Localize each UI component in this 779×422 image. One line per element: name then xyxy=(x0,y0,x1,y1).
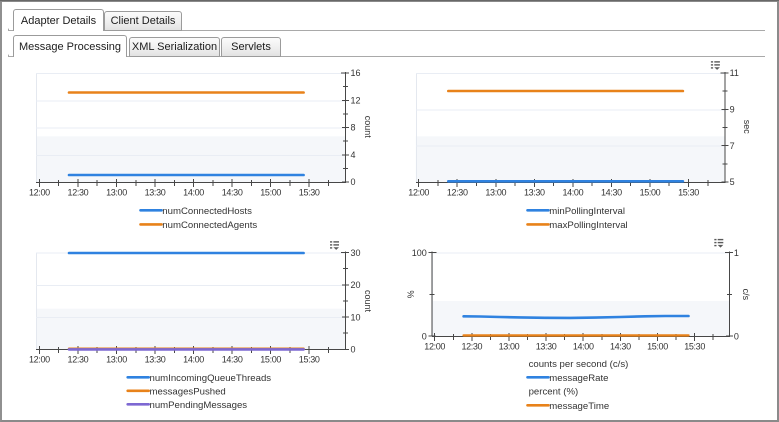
svg-text:0: 0 xyxy=(351,345,356,355)
svg-text:15:30: 15:30 xyxy=(684,341,705,351)
svg-text:12:30: 12:30 xyxy=(447,187,468,197)
svg-text:numConnectedHosts: numConnectedHosts xyxy=(162,206,252,217)
svg-text:13:30: 13:30 xyxy=(524,187,545,197)
svg-text:sec: sec xyxy=(742,120,752,135)
svg-text:messageRate: messageRate xyxy=(549,373,608,384)
svg-text:12:00: 12:00 xyxy=(29,355,50,365)
svg-text:16: 16 xyxy=(351,68,361,78)
svg-text:14:30: 14:30 xyxy=(610,341,631,351)
svg-text:13:30: 13:30 xyxy=(536,341,557,351)
svg-text:numIncomingQueueThreads: numIncomingQueueThreads xyxy=(150,373,272,384)
svg-text:12:30: 12:30 xyxy=(68,355,89,365)
svg-text:14:30: 14:30 xyxy=(222,355,243,365)
svg-text:13:00: 13:00 xyxy=(499,341,520,351)
svg-text:messageTime: messageTime xyxy=(549,401,609,412)
svg-text:0: 0 xyxy=(351,177,356,187)
svg-text:15:00: 15:00 xyxy=(260,355,281,365)
svg-text:numConnectedAgents: numConnectedAgents xyxy=(162,220,257,231)
svg-text:12: 12 xyxy=(351,95,361,105)
svg-text:13:30: 13:30 xyxy=(145,355,166,365)
svg-text:numPendingMessages: numPendingMessages xyxy=(150,400,248,411)
svg-text:maxPollingInterval: maxPollingInterval xyxy=(549,220,627,231)
svg-text:0: 0 xyxy=(422,331,427,341)
svg-text:12:00: 12:00 xyxy=(424,341,445,351)
svg-text:count: count xyxy=(363,290,373,313)
svg-text:percent (%): percent (%) xyxy=(529,387,579,398)
svg-text:12:00: 12:00 xyxy=(29,187,50,197)
svg-text:13:00: 13:00 xyxy=(106,355,127,365)
svg-text:14:00: 14:00 xyxy=(183,355,204,365)
svg-text:15:30: 15:30 xyxy=(299,355,320,365)
svg-text:%: % xyxy=(405,290,415,298)
svg-text:minPollingInterval: minPollingInterval xyxy=(549,206,625,217)
svg-text:messagesPushed: messagesPushed xyxy=(150,386,226,397)
svg-text:counts per second (c/s): counts per second (c/s) xyxy=(529,359,629,370)
svg-text:15:30: 15:30 xyxy=(299,187,320,197)
svg-text:14:00: 14:00 xyxy=(573,341,594,351)
svg-text:8: 8 xyxy=(351,123,356,133)
svg-text:13:00: 13:00 xyxy=(485,187,506,197)
svg-text:100: 100 xyxy=(412,248,427,258)
svg-text:14:00: 14:00 xyxy=(183,187,204,197)
svg-text:30: 30 xyxy=(351,248,361,258)
svg-text:13:00: 13:00 xyxy=(106,187,127,197)
svg-text:7: 7 xyxy=(730,141,735,151)
svg-text:0: 0 xyxy=(734,331,739,341)
svg-text:12:30: 12:30 xyxy=(461,341,482,351)
svg-text:5: 5 xyxy=(730,177,735,187)
svg-text:14:30: 14:30 xyxy=(601,187,622,197)
svg-text:12:00: 12:00 xyxy=(408,187,429,197)
svg-text:4: 4 xyxy=(351,150,356,160)
svg-text:14:00: 14:00 xyxy=(562,187,583,197)
svg-text:11: 11 xyxy=(730,68,739,78)
svg-text:13:30: 13:30 xyxy=(145,187,166,197)
svg-text:count: count xyxy=(363,116,373,139)
svg-text:1: 1 xyxy=(734,248,739,258)
svg-text:14:30: 14:30 xyxy=(222,187,243,197)
svg-text:15:00: 15:00 xyxy=(260,187,281,197)
svg-text:20: 20 xyxy=(351,280,361,290)
svg-text:12:30: 12:30 xyxy=(68,187,89,197)
svg-text:15:30: 15:30 xyxy=(678,187,699,197)
svg-text:c/s: c/s xyxy=(741,289,751,301)
svg-text:15:00: 15:00 xyxy=(640,187,661,197)
svg-text:9: 9 xyxy=(730,105,735,115)
svg-text:10: 10 xyxy=(351,312,361,322)
svg-text:15:00: 15:00 xyxy=(647,341,668,351)
